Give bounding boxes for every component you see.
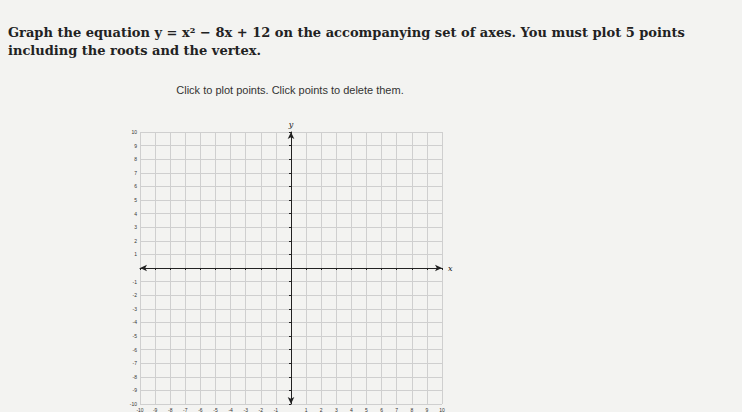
svg-text:9: 9 xyxy=(426,407,429,412)
svg-text:4: 4 xyxy=(350,407,353,412)
svg-text:3: 3 xyxy=(335,407,338,412)
svg-text:1: 1 xyxy=(305,407,308,412)
svg-text:10: 10 xyxy=(439,407,445,412)
svg-text:-9: -9 xyxy=(153,407,158,412)
svg-text:-5: -5 xyxy=(133,333,138,339)
svg-text:-9: -9 xyxy=(133,387,138,393)
svg-text:1: 1 xyxy=(134,251,137,257)
html-text:Click to plot points. Click po: Click to plot points. Click points to de… xyxy=(176,84,404,96)
html-text:Graph the equation y = x² − 8x: Graph the equation y = x² − 8x + 12 on t… xyxy=(8,25,685,58)
svg-text:-3: -3 xyxy=(243,407,248,412)
svg-text:y: y xyxy=(288,120,294,129)
svg-text:8: 8 xyxy=(134,156,137,162)
svg-text:3: 3 xyxy=(134,224,137,230)
svg-text:2: 2 xyxy=(134,238,137,244)
svg-text:9: 9 xyxy=(134,143,137,149)
svg-text:6: 6 xyxy=(134,183,137,189)
svg-text:-2: -2 xyxy=(133,292,138,298)
svg-text:5: 5 xyxy=(365,407,368,412)
svg-text:8: 8 xyxy=(410,407,413,412)
svg-text:7: 7 xyxy=(134,170,137,176)
svg-text:-4: -4 xyxy=(228,407,233,412)
svg-text:-8: -8 xyxy=(168,407,173,412)
svg-text:-5: -5 xyxy=(213,407,218,412)
svg-text:2: 2 xyxy=(320,407,323,412)
svg-text:10: 10 xyxy=(131,129,137,135)
svg-text:5: 5 xyxy=(134,197,137,203)
svg-text:-7: -7 xyxy=(183,407,188,412)
svg-text:-6: -6 xyxy=(198,407,203,412)
svg-text:6: 6 xyxy=(380,407,383,412)
svg-text:7: 7 xyxy=(395,407,398,412)
svg-text:-10: -10 xyxy=(136,407,143,412)
svg-text:-2: -2 xyxy=(259,407,264,412)
svg-text:-3: -3 xyxy=(133,306,138,312)
svg-text:-1: -1 xyxy=(133,279,138,285)
svg-text:x: x xyxy=(448,264,453,273)
svg-text:-8: -8 xyxy=(133,374,138,380)
svg-text:-6: -6 xyxy=(133,347,138,353)
svg-text:-4: -4 xyxy=(133,319,138,325)
svg-text:4: 4 xyxy=(134,211,137,217)
svg-text:-7: -7 xyxy=(133,360,138,366)
svg-text:-1: -1 xyxy=(274,407,279,412)
